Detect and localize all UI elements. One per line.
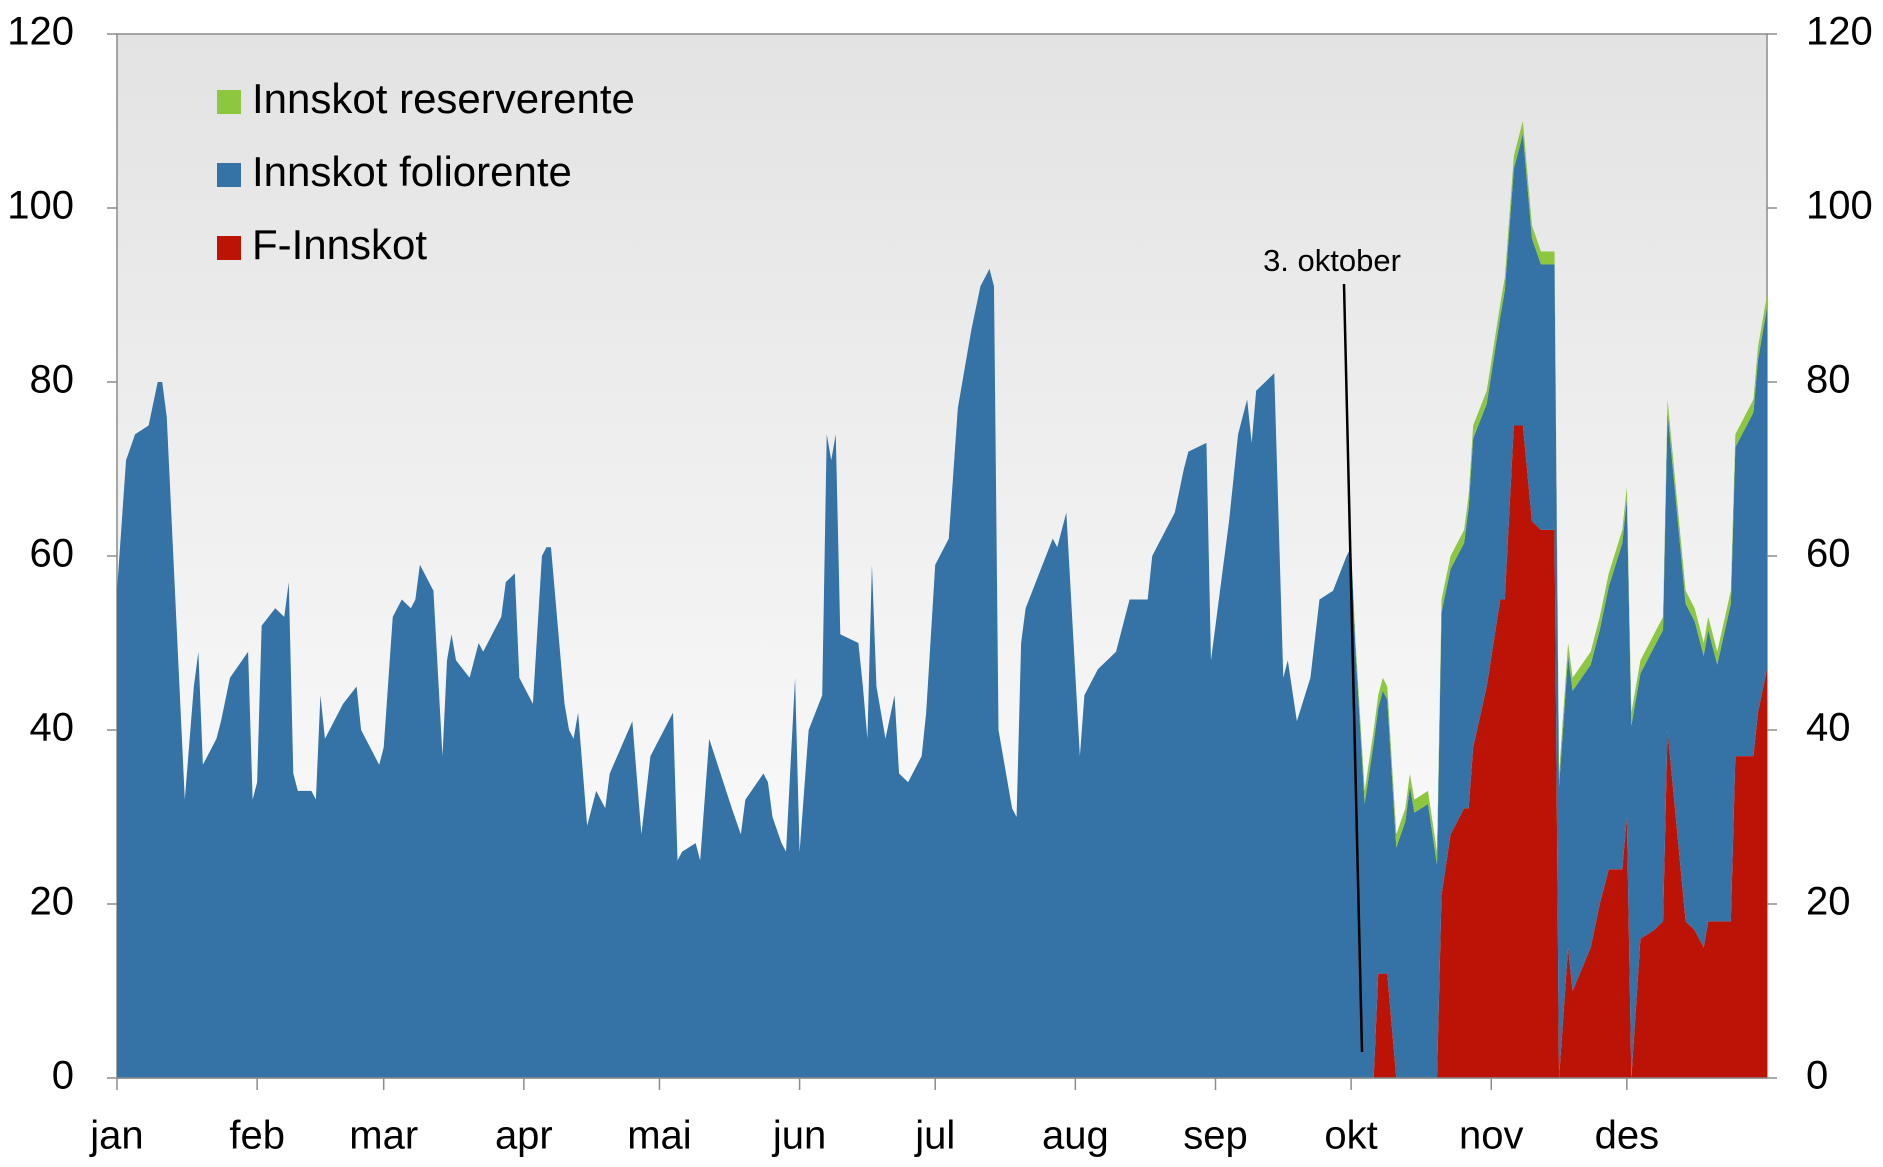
x-tick-label: mar (349, 1114, 418, 1158)
y-tick-label: 60 (30, 532, 75, 576)
legend-swatch (217, 163, 241, 187)
x-tick-label: feb (229, 1114, 285, 1158)
x-tick-label: mai (627, 1114, 691, 1158)
x-tick-label: apr (495, 1114, 553, 1158)
y-tick-label: 100 (7, 184, 74, 228)
x-tick-label: des (1595, 1114, 1660, 1158)
y-tick-label: 80 (30, 358, 75, 402)
annotation: 3. oktober (1263, 243, 1401, 278)
x-tick-label: jan (89, 1114, 143, 1158)
legend-label: F-Innskot (252, 221, 427, 268)
y-tick-label: 120 (7, 10, 74, 54)
y-tick-label: 0 (52, 1054, 74, 1098)
x-tick-label: jun (772, 1114, 826, 1158)
legend-swatch (217, 236, 241, 260)
x-tick-label: jul (914, 1114, 955, 1158)
area (117, 134, 1767, 1079)
y2-tick-label: 80 (1806, 358, 1851, 402)
y2-tick-label: 20 (1806, 880, 1851, 924)
y-tick-label: 40 (30, 706, 75, 750)
y2-tick-label: 0 (1806, 1054, 1828, 1098)
annotation-line (1342, 283, 1364, 1053)
y2-tick-label: 120 (1806, 10, 1873, 54)
axes: 0 0 20 20 40 40 60 60 80 80 100 100 120 120 jan feb mar a… (7, 10, 1873, 1158)
y2-tick-label: 40 (1806, 706, 1851, 750)
y-tick-label: 20 (30, 880, 75, 924)
legend-label: Innskot reserverente (252, 75, 635, 122)
x-tick-label: nov (1459, 1114, 1524, 1158)
areas (117, 121, 1767, 1079)
y2-tick-label: 60 (1806, 532, 1851, 576)
legend-label: Innskot foliorente (252, 148, 572, 195)
x-tick-label: aug (1042, 1114, 1109, 1158)
area (117, 425, 1767, 1078)
y2-tick-label: 100 (1806, 184, 1873, 228)
x-tick-label: okt (1324, 1114, 1377, 1158)
x-tick-label: sep (1183, 1114, 1248, 1158)
legend-swatch (217, 90, 241, 114)
legend: Innskot reserverente Innskot foliorente F-… (217, 75, 635, 268)
